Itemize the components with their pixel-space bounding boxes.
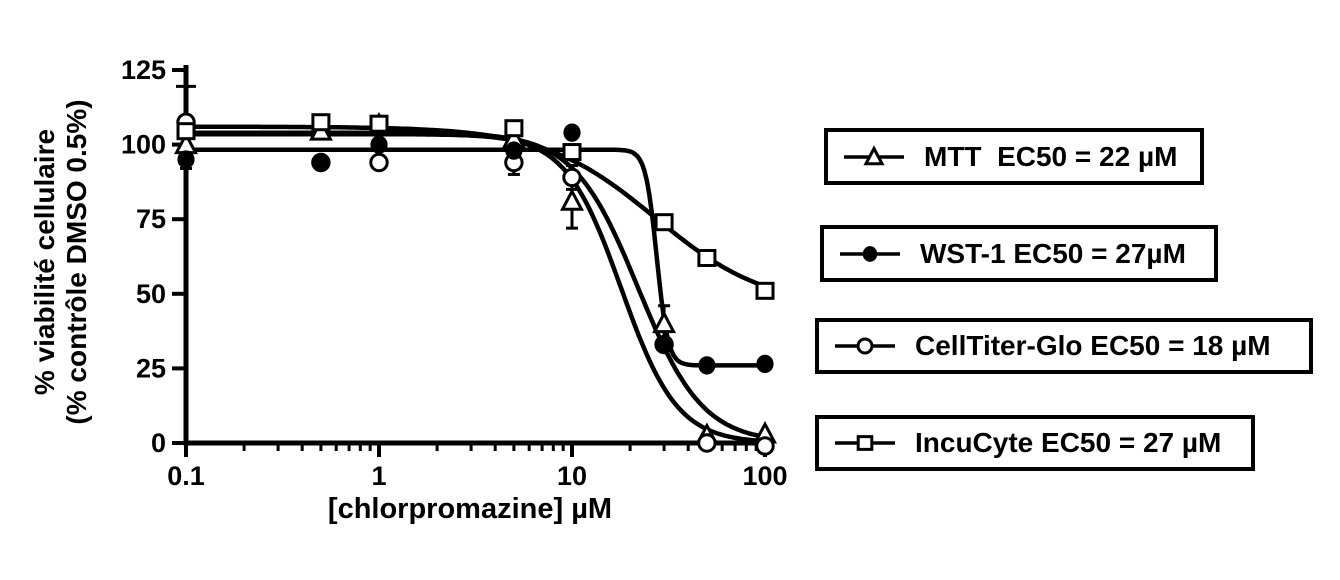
x-tick-label: 100 [742,461,787,491]
y-axis-title-line1: % viabilité cellulaire [29,129,60,395]
circle-filled-marker [698,356,716,375]
fit-curves [186,124,766,444]
circle-open-marker [369,152,389,173]
circle-open-marker [562,167,582,188]
fit-curve-wst-1 [186,147,765,368]
square-open-marker [697,248,717,267]
axes [183,65,772,446]
square-open-marker [311,113,331,132]
fit-curve-celltiter-glo [186,131,766,444]
y-axis-title-line2: (% contrôle DMSO 0.5%) [61,99,92,424]
square-open-marker [562,143,582,162]
square-open-marker [654,213,674,232]
y-axis-ticks: 0 25 50 75 100 125 [121,55,196,458]
y-tick-label: 50 [136,279,166,309]
circle-open-marker [755,436,775,456]
circle-open-marker [697,433,717,453]
circle-filled-marker [312,153,330,172]
y-tick-label: 100 [121,130,166,160]
triangle-open-marker [560,188,584,211]
circle-filled-marker [563,123,581,142]
y-tick-label: 25 [136,353,166,383]
x-axis-ticks: 0.1 1 10 100 [167,443,788,491]
x-tick-label: 0.1 [167,461,205,491]
circle-filled-marker [655,335,673,354]
error-bars [180,149,671,344]
x-tick-label: 1 [371,461,386,491]
square-open-marker [176,122,196,141]
circle-filled-marker [177,150,195,169]
circle-filled-marker [756,354,774,374]
circle-filled-marker [505,141,523,160]
square-open-marker [369,114,389,133]
circle-filled-marker [370,135,388,154]
triangle-open-marker [652,310,677,334]
y-tick-label: 75 [136,204,166,234]
y-tick-label: 125 [121,55,166,85]
fit-curve-mtt [186,130,766,440]
data-points [174,111,777,456]
square-open-marker [504,119,524,138]
x-axis-title: [chlorpromazine] µM [328,493,612,525]
y-tick-label: 0 [151,428,166,458]
square-open-marker [755,281,775,300]
x-tick-label: 10 [557,461,587,491]
